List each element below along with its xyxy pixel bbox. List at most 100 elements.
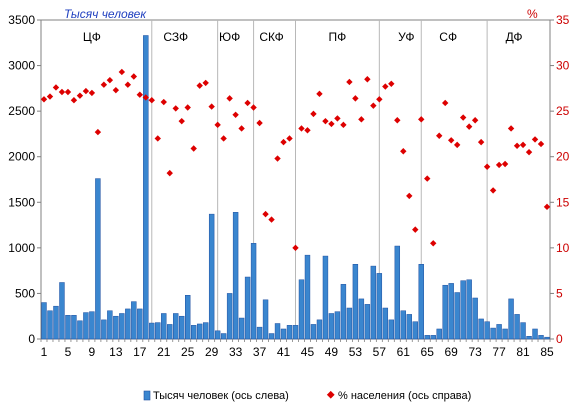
point bbox=[304, 127, 311, 134]
point bbox=[364, 76, 371, 83]
point bbox=[178, 117, 185, 125]
bar bbox=[532, 328, 538, 340]
bar bbox=[496, 324, 502, 340]
bar bbox=[65, 315, 71, 340]
bar bbox=[137, 308, 143, 340]
bar bbox=[436, 328, 442, 340]
bar bbox=[484, 321, 490, 340]
point bbox=[525, 148, 533, 156]
right-tick-label: 35 bbox=[556, 13, 570, 27]
point bbox=[202, 79, 209, 87]
bar bbox=[119, 313, 125, 340]
bar bbox=[196, 323, 203, 340]
x-tick-label: 21 bbox=[157, 345, 171, 359]
point bbox=[58, 88, 66, 96]
point bbox=[459, 114, 467, 121]
bar bbox=[173, 313, 179, 340]
point bbox=[394, 117, 401, 124]
point bbox=[322, 117, 329, 125]
legend-point-swatch bbox=[326, 390, 335, 399]
bar bbox=[418, 264, 424, 340]
bar bbox=[220, 333, 227, 340]
left-tick-label: 0 bbox=[28, 332, 35, 346]
bar bbox=[406, 314, 412, 340]
bar bbox=[340, 284, 347, 340]
bar bbox=[526, 336, 532, 340]
bar bbox=[250, 243, 257, 340]
point bbox=[268, 216, 275, 223]
bar bbox=[101, 319, 107, 340]
bar bbox=[430, 335, 436, 340]
x-tick-label: 69 bbox=[445, 345, 459, 359]
bar bbox=[538, 335, 544, 340]
right-tick-label: 15 bbox=[556, 195, 570, 209]
bar bbox=[508, 298, 514, 340]
bar bbox=[376, 273, 383, 340]
point bbox=[465, 123, 473, 130]
point bbox=[232, 111, 239, 118]
bar bbox=[520, 322, 526, 340]
bar bbox=[179, 315, 185, 340]
district-label: СЗФ bbox=[163, 30, 188, 44]
point bbox=[100, 81, 108, 88]
bar bbox=[167, 324, 173, 340]
point bbox=[184, 104, 191, 111]
point bbox=[406, 192, 413, 200]
points-layer bbox=[40, 68, 551, 252]
left-tick-label: 3000 bbox=[8, 59, 35, 73]
point bbox=[220, 135, 227, 142]
point bbox=[501, 160, 509, 168]
point bbox=[346, 78, 353, 86]
point bbox=[436, 132, 443, 139]
bar bbox=[161, 313, 167, 340]
bar bbox=[286, 325, 293, 340]
point bbox=[358, 116, 365, 123]
bar bbox=[226, 293, 233, 340]
point bbox=[256, 119, 263, 127]
point bbox=[244, 99, 251, 107]
x-tick-label: 37 bbox=[253, 345, 267, 359]
district-label: СФ bbox=[439, 30, 457, 44]
point bbox=[400, 148, 407, 155]
point bbox=[537, 140, 545, 148]
bar bbox=[328, 313, 335, 340]
point bbox=[106, 76, 114, 84]
right-tick-label: 30 bbox=[556, 59, 570, 73]
left-tick-label: 500 bbox=[15, 286, 35, 300]
bar bbox=[424, 335, 430, 340]
bar bbox=[208, 213, 215, 340]
bar bbox=[400, 310, 406, 340]
x-tick-label: 81 bbox=[516, 345, 530, 359]
bar bbox=[125, 308, 131, 340]
left-tick-label: 1000 bbox=[8, 241, 35, 255]
bar bbox=[412, 321, 418, 340]
right-tick-label: 25 bbox=[556, 104, 570, 118]
bar bbox=[364, 304, 371, 340]
x-tick-label: 17 bbox=[133, 345, 147, 359]
labels-layer: ЦФ СЗФ ЮФ СКФ ПФ УФ СФ ДФ bbox=[83, 30, 523, 44]
bar bbox=[502, 328, 508, 340]
bar bbox=[370, 265, 377, 340]
point bbox=[453, 141, 461, 149]
axes-layer: 0500100015002000250030003500051015202530… bbox=[8, 13, 569, 359]
bar bbox=[394, 245, 401, 340]
bar bbox=[190, 325, 197, 340]
point bbox=[388, 80, 395, 87]
point bbox=[495, 161, 503, 169]
bar bbox=[59, 282, 65, 340]
point bbox=[226, 95, 233, 102]
bar bbox=[274, 323, 281, 340]
bar bbox=[292, 325, 299, 340]
left-tick-label: 2000 bbox=[8, 150, 35, 164]
bar bbox=[149, 322, 155, 340]
x-tick-label: 73 bbox=[468, 345, 482, 359]
point bbox=[118, 68, 126, 76]
point bbox=[208, 103, 215, 110]
bar bbox=[454, 292, 460, 340]
point bbox=[310, 110, 317, 118]
point bbox=[447, 137, 455, 144]
point bbox=[412, 226, 419, 233]
bar bbox=[256, 326, 263, 340]
bar bbox=[478, 318, 484, 340]
x-tick-label: 85 bbox=[540, 345, 554, 359]
